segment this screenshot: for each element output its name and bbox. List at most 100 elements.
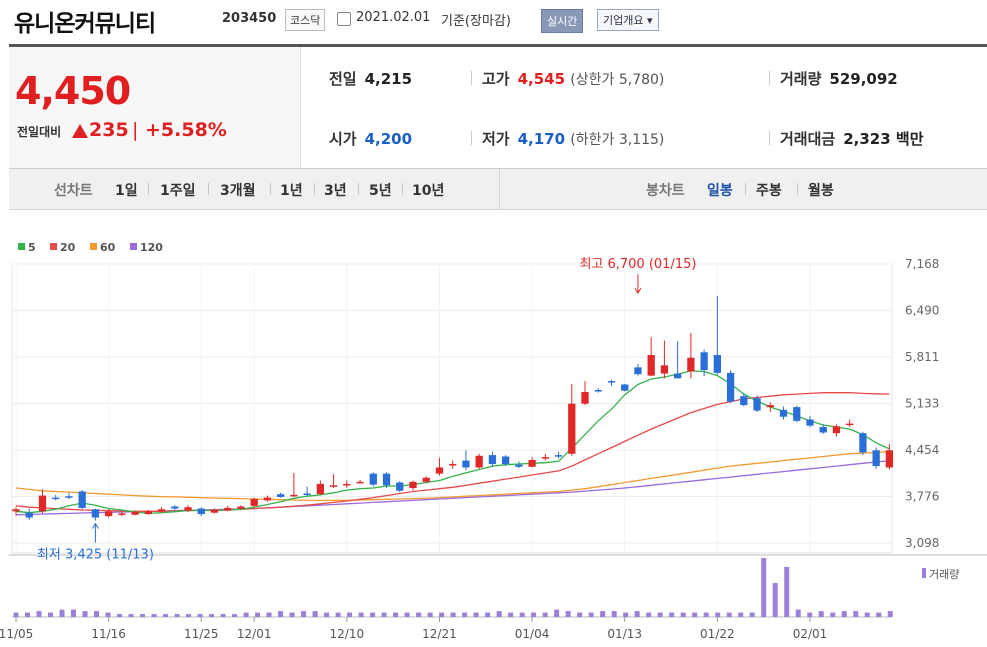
volume-bar <box>669 612 675 617</box>
upper-limit: (상한가 5,780) <box>570 72 665 88</box>
period-3y[interactable]: 3년 <box>324 183 347 199</box>
volume-bar <box>703 612 709 617</box>
candle-body <box>144 511 152 515</box>
corp-info-dropdown[interactable]: 기업개요 ▾ <box>597 9 659 31</box>
divider <box>358 183 359 195</box>
candle-body <box>740 396 748 406</box>
period-bar: 선차트 1일 1주일 3개월 1년 3년 5년 10년 봉차트 일봉 주봉 월봉 <box>9 169 987 210</box>
stock-code: 203450 <box>222 11 277 26</box>
legend-swatch <box>50 243 57 250</box>
volume-bar <box>301 611 307 617</box>
volume-bar <box>749 612 755 617</box>
volume-bar <box>623 612 629 617</box>
divider <box>769 131 770 145</box>
divider <box>314 183 315 195</box>
volume-bar <box>841 611 847 617</box>
open-price: 시가 4,200 <box>329 128 412 149</box>
candle-chart-label: 봉차트 <box>646 183 685 199</box>
x-tick-label: 01/13 <box>607 627 642 641</box>
volume-bar <box>151 614 157 617</box>
candle-body <box>422 477 430 482</box>
candle-body <box>277 494 285 497</box>
period-1d[interactable]: 1일 <box>115 183 138 199</box>
volume-bar <box>692 612 698 617</box>
volume-bar <box>358 612 364 617</box>
candle-body <box>329 485 338 487</box>
quote-basis: 기준(장마감) <box>441 14 511 29</box>
high-label: 고가 <box>482 70 510 88</box>
low-value: 4,170 <box>517 130 566 148</box>
y-tick-label: 6,490 <box>905 303 939 317</box>
realtime-button[interactable]: 실시간 <box>541 9 584 33</box>
candle-body <box>568 403 576 454</box>
change-separator: | <box>132 119 139 141</box>
volume-bar <box>140 614 146 617</box>
volume-legend-label: 거래량 <box>929 568 959 581</box>
volume-bar <box>128 614 134 617</box>
divider <box>471 71 472 85</box>
period-3m[interactable]: 3개월 <box>220 183 256 199</box>
candle-body <box>501 456 510 465</box>
legend-swatch <box>90 243 97 250</box>
candle-body <box>793 407 801 421</box>
min-annotation: 최저 3,425 (11/13) <box>37 548 154 563</box>
period-5y[interactable]: 5년 <box>369 183 392 199</box>
volume-bar <box>439 612 445 617</box>
volume-bar <box>864 612 870 617</box>
x-tick-label: 01/04 <box>515 627 550 641</box>
open-value: 4,200 <box>364 130 413 148</box>
x-tick-label: 12/21 <box>422 627 457 641</box>
candle-body <box>700 352 708 371</box>
y-tick-label: 5,811 <box>905 350 939 364</box>
bar-divider <box>499 169 500 209</box>
header-divider <box>9 44 987 47</box>
volume-bar <box>887 611 893 617</box>
candle-body <box>607 381 616 383</box>
volume-bar <box>243 612 249 617</box>
candle-daily[interactable]: 일봉 <box>707 183 733 199</box>
volume-bar <box>496 611 502 617</box>
volume-bar <box>784 566 790 617</box>
legend-label: 120 <box>140 241 163 254</box>
candle-weekly[interactable]: 주봉 <box>756 183 782 199</box>
volume-bar <box>13 612 19 617</box>
volume-bar <box>278 611 284 617</box>
divider <box>769 71 770 85</box>
price-change: 235 <box>89 119 129 141</box>
volume-bar <box>853 611 859 617</box>
volume-legend-swatch <box>922 568 926 578</box>
volume-bar <box>404 612 410 617</box>
volume-bar <box>531 612 537 617</box>
period-1w[interactable]: 1주일 <box>160 183 196 199</box>
candle-body <box>462 460 470 468</box>
prev-close-label: 전일 <box>329 70 357 88</box>
candle-body <box>713 355 721 373</box>
volume-bar <box>565 611 571 617</box>
candle-body <box>621 384 629 391</box>
period-10y[interactable]: 10년 <box>412 183 445 199</box>
x-tick-label: 11/16 <box>91 627 126 641</box>
divider <box>208 183 209 195</box>
volume-bar <box>117 614 123 617</box>
volume-bar <box>772 583 778 617</box>
prev-close-value: 4,215 <box>364 70 413 88</box>
legend-swatch <box>130 243 137 250</box>
x-tick-label: 12/10 <box>330 627 365 641</box>
volume-bar <box>738 612 744 617</box>
candle-body <box>25 512 33 518</box>
volume-bar <box>370 612 376 617</box>
volume-bar <box>450 612 456 617</box>
candle-body <box>157 509 166 512</box>
candle-body <box>356 481 364 484</box>
volume-bar <box>577 612 583 617</box>
candle-body <box>369 473 377 485</box>
candle-monthly[interactable]: 월봉 <box>808 183 834 199</box>
volume-bar <box>818 611 824 617</box>
stock-name: 유니온커뮤니티 <box>14 11 156 37</box>
period-1y[interactable]: 1년 <box>280 183 303 199</box>
legend-label: 5 <box>28 241 36 254</box>
volume-bar <box>830 612 836 617</box>
high-value: 4,545 <box>517 70 566 88</box>
volume-bar <box>209 614 215 617</box>
